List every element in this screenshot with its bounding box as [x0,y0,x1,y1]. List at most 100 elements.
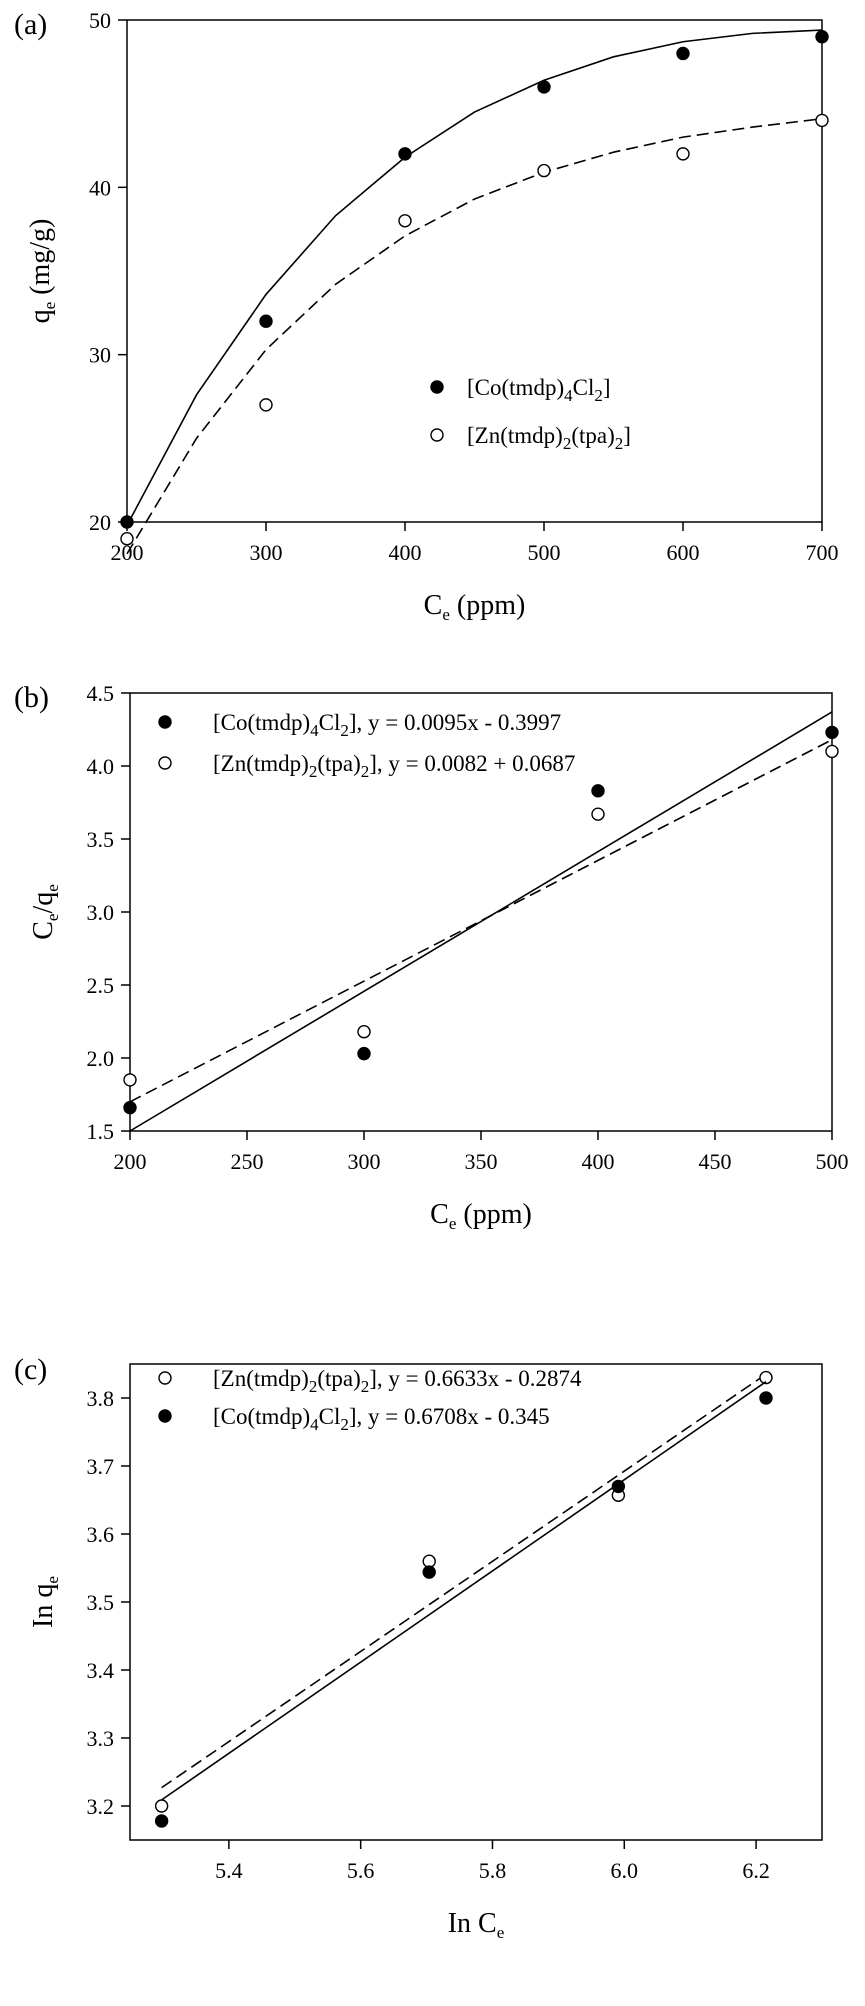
data-point [259,314,273,328]
x-tick-label: 200 [114,1149,147,1174]
data-point [154,1814,169,1828]
y-tick-label: 3.2 [87,1794,115,1819]
y-tick-label: 1.5 [87,1119,115,1144]
series-2 [120,113,829,555]
x-tick-label: 300 [250,540,283,565]
x-tick-label: 300 [348,1149,381,1174]
x-tick-label: 500 [528,540,561,565]
legend-marker [158,756,172,770]
legend-entry: [Co(tmdp)4Cl2], y = 0.0095x - 0.3997 [213,710,561,740]
data-point [759,1391,773,1405]
y-tick-label: 3.3 [87,1726,115,1751]
panel-b: (b) 200 250 300 350 400 450 500 1.5 2.0 2.5 3.0 3.5 4… [14,681,849,1233]
legend-marker [158,1371,172,1385]
y-tick-label: 3.4 [87,1658,115,1683]
y-tick-label: 50 [89,8,111,33]
data-point [422,1565,436,1579]
plot-frame [129,1363,823,1841]
data-point [357,1025,371,1039]
legend: [Co(tmdp)4Cl2] [Zn(tmdp)2(tpa)2] [430,375,631,453]
legend-entry: [Co(tmdp)4Cl2] [467,375,611,405]
panel-c: (c) 5.4 5.6 5.8 6.0 6.2 3.2 3.3 3.4 3.5 3.6 3.7 3.8 I… [14,1353,823,1942]
y-tick-label: 20 [89,510,111,535]
data-point [825,725,839,740]
panel-label: (c) [14,1353,47,1386]
legend-marker [430,380,444,394]
fit-line [126,117,823,555]
legend-entry: [Zn(tmdp)2(tpa)2], y = 0.6633x - 0.2874 [213,1366,582,1396]
y-tick-label: 2.5 [87,973,115,998]
legend-marker [158,1409,172,1423]
data-point [398,214,412,228]
data-point [825,744,839,759]
plot-frame [126,19,823,523]
legend-entry: [Zn(tmdp)2(tpa)2] [467,423,631,453]
data-point [357,1046,371,1061]
x-axis-title: Ce (ppm) [424,590,526,624]
data-point [591,807,605,821]
series-2 [154,1381,773,1828]
legend-marker [158,715,172,729]
legend: [Zn(tmdp)2(tpa)2], y = 0.6633x - 0.2874 [… [158,1366,582,1434]
x-tick-label: 450 [699,1149,732,1174]
y-tick-label: 30 [89,343,111,368]
fit-line [161,1373,767,1789]
y-tick-label: 3.5 [87,1590,115,1615]
series-1 [154,1370,773,1813]
y-axis-title: Ce/qe [28,884,62,940]
fit-line [129,739,833,1103]
data-point [154,1799,169,1813]
data-point [611,1479,626,1494]
y-axis-title: qe (mg/g) [25,219,59,324]
legend-entry: [Co(tmdp)4Cl2], y = 0.6708x - 0.345 [213,1404,550,1434]
x-axis-title: In Ce [448,1908,505,1942]
x-tick-label: 5.8 [479,1858,507,1883]
y-tick-label: 3.0 [87,900,115,925]
series-2 [123,739,839,1103]
x-tick-label: 250 [231,1149,264,1174]
series-1 [123,711,839,1132]
data-point [120,515,134,529]
y-axis-title: In qe [28,1576,62,1628]
data-point [398,147,412,161]
data-point [123,1100,137,1115]
data-point [676,46,690,61]
legend: [Co(tmdp)4Cl2], y = 0.0095x - 0.3997 [Zn(… [158,710,575,781]
fit-line [129,711,833,1132]
legend-entry: [Zn(tmdp)2(tpa)2], y = 0.0082 + 0.0687 [213,751,575,781]
x-tick-label: 400 [582,1149,615,1174]
fit-line [126,29,823,526]
x-tick-label: 500 [816,1149,849,1174]
data-point [676,147,690,161]
y-tick-label: 3.6 [87,1522,115,1547]
y-tick-label: 40 [89,175,111,200]
x-axis-title: Ce (ppm) [430,1199,532,1233]
y-tick-label: 4.0 [87,754,115,779]
data-point [259,398,273,412]
x-tick-label: 6.2 [742,1858,770,1883]
series-1 [120,29,829,529]
y-tick-label: 3.5 [87,827,115,852]
y-tick-label: 3.7 [87,1454,115,1479]
y-tick-label: 3.8 [87,1386,115,1411]
fit-line [161,1381,767,1801]
data-point [759,1370,773,1385]
x-tick-label: 5.4 [215,1858,243,1883]
x-tick-label: 400 [389,540,422,565]
x-tick-label: 5.6 [347,1858,375,1883]
data-point [120,532,134,546]
data-point [537,80,551,94]
y-tick-label: 4.5 [87,681,115,706]
x-tick-label: 350 [465,1149,498,1174]
x-tick-label: 700 [806,540,839,565]
data-point [815,113,829,128]
data-point [815,30,829,44]
panel-label: (b) [14,681,49,714]
data-point [591,784,605,798]
x-tick-label: 600 [667,540,700,565]
legend-marker [430,428,444,442]
data-point [123,1073,137,1087]
y-tick-label: 2.0 [87,1046,115,1071]
